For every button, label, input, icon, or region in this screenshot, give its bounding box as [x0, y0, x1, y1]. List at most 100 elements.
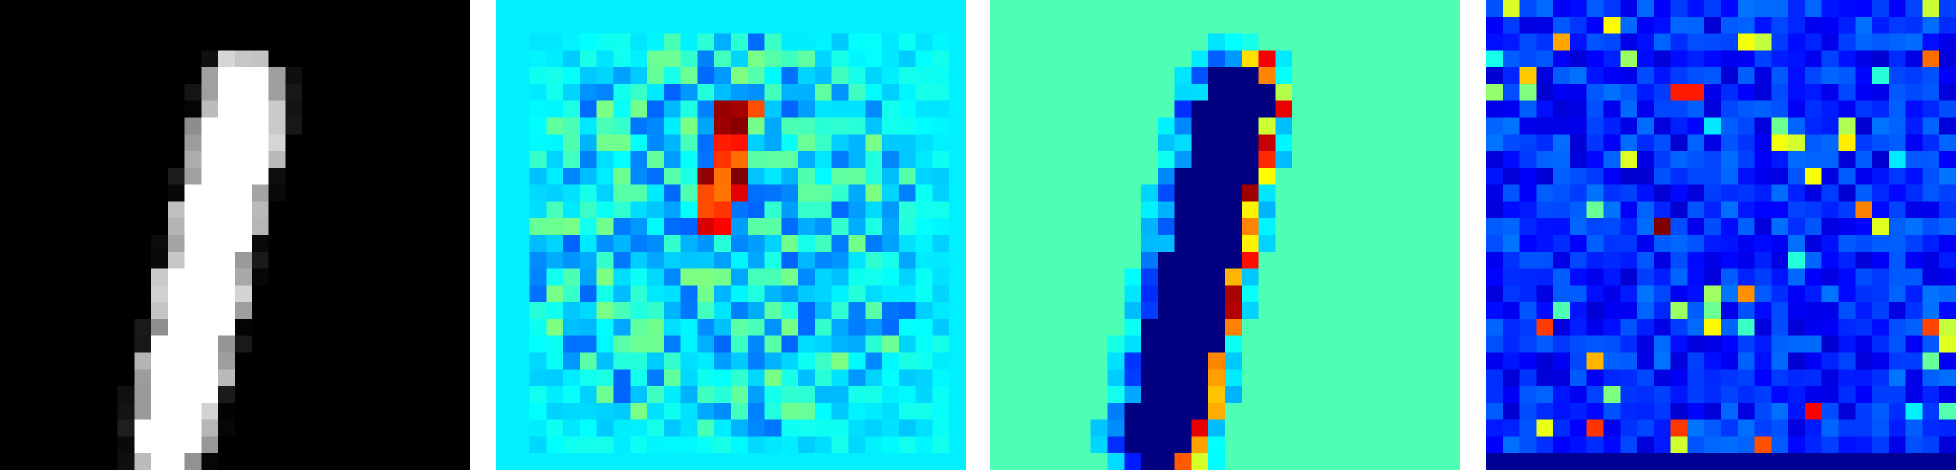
saliency-map-c-pixel: [1486, 151, 1504, 169]
saliency-map-b-pixel: [1325, 386, 1343, 404]
saliency-map-c-pixel: [1687, 201, 1705, 219]
saliency-map-c-pixel: [1687, 453, 1705, 470]
saliency-map-c-pixel: [1670, 218, 1688, 236]
input-digit-pixel: [134, 352, 152, 370]
input-digit-pixel: [436, 318, 454, 337]
input-digit-pixel: [436, 285, 454, 303]
input-digit-pixel: [453, 285, 470, 303]
saliency-map-c-pixel: [1804, 33, 1823, 51]
saliency-map-c-pixel: [1620, 318, 1638, 337]
saliency-map-a-pixel: [563, 67, 581, 85]
saliency-map-b-pixel: [1292, 386, 1310, 404]
saliency-map-c-pixel: [1922, 167, 1940, 185]
saliency-map-c-pixel: [1569, 251, 1588, 269]
saliency-map-a-pixel: [613, 134, 631, 152]
saliency-map-b-pixel: [1241, 151, 1259, 169]
input-digit-pixel: [134, 117, 152, 135]
saliency-map-a-pixel: [663, 369, 681, 387]
saliency-map-a-pixel: [798, 302, 816, 320]
input-digit-pixel: [67, 67, 85, 85]
saliency-map-b-pixel: [990, 67, 1008, 85]
input-digit-pixel: [184, 16, 202, 34]
input-digit-pixel: [352, 369, 370, 387]
input-digit-pixel: [318, 318, 337, 337]
saliency-map-b-pixel: [1325, 67, 1343, 85]
saliency-map-a-pixel: [798, 218, 816, 236]
saliency-map-b-pixel: [1090, 235, 1108, 253]
saliency-map-b-pixel: [1275, 184, 1293, 202]
input-digit-pixel: [167, 302, 185, 320]
input-digit-pixel: [117, 16, 135, 34]
saliency-map-c-pixel: [1502, 167, 1520, 185]
saliency-map-c-pixel: [1737, 184, 1755, 202]
saliency-map-a-pixel: [831, 335, 849, 353]
saliency-map-c-pixel: [1737, 33, 1755, 51]
saliency-map-c-pixel: [1603, 352, 1621, 370]
saliency-map-b-pixel: [1359, 268, 1377, 286]
input-digit-pixel: [67, 352, 85, 370]
saliency-map-c-pixel: [1838, 16, 1856, 34]
saliency-map-b-pixel: [1308, 251, 1327, 269]
saliency-map-a-pixel: [663, 83, 681, 102]
saliency-map-b-pixel: [1359, 50, 1377, 68]
saliency-map-b-pixel: [990, 369, 1008, 387]
saliency-map-b-pixel: [1392, 386, 1410, 404]
saliency-map-a-pixel: [747, 352, 765, 370]
saliency-map-a-pixel: [798, 285, 816, 303]
saliency-map-b-pixel: [1376, 352, 1394, 370]
saliency-map-a-pixel: [731, 0, 749, 18]
input-digit-pixel: [167, 335, 185, 353]
saliency-map-b-pixel: [1426, 67, 1444, 85]
input-digit-pixel: [318, 419, 337, 437]
input-digit-pixel: [369, 235, 387, 253]
input-digit-pixel: [251, 251, 269, 269]
input-digit-pixel: [117, 436, 135, 454]
saliency-map-c-pixel: [1637, 235, 1655, 253]
saliency-map-b-pixel: [1392, 235, 1410, 253]
saliency-map-a-pixel: [747, 16, 765, 34]
input-digit-pixel: [33, 335, 51, 353]
saliency-map-a-pixel: [848, 386, 866, 404]
input-digit-pixel: [453, 335, 470, 353]
input-digit-pixel: [268, 335, 286, 353]
saliency-map-a-pixel: [579, 268, 598, 286]
saliency-map-b-pixel: [1040, 251, 1058, 269]
input-digit-pixel: [386, 318, 404, 337]
input-digit-pixel: [117, 369, 135, 387]
saliency-map-b-pixel: [1225, 167, 1243, 185]
saliency-map-c-pixel: [1821, 83, 1839, 102]
saliency-map-b-pixel: [1275, 318, 1293, 337]
saliency-map-b-pixel: [1376, 83, 1394, 102]
saliency-map-c-pixel: [1939, 50, 1956, 68]
saliency-map-a-pixel: [714, 251, 732, 269]
saliency-map-a-pixel: [814, 386, 833, 404]
input-digit-pixel: [251, 453, 269, 470]
input-digit-pixel: [33, 67, 51, 85]
input-digit-pixel: [184, 0, 202, 18]
saliency-map-a-pixel: [781, 268, 799, 286]
saliency-map-b-pixel: [1258, 386, 1276, 404]
saliency-map-a-pixel: [663, 386, 681, 404]
saliency-map-c-pixel: [1486, 436, 1504, 454]
input-digit-pixel: [436, 268, 454, 286]
input-digit-pixel: [117, 117, 135, 135]
saliency-map-b-pixel: [1292, 117, 1310, 135]
saliency-map-c-pixel: [1804, 318, 1823, 337]
input-digit-pixel: [369, 302, 387, 320]
saliency-map-b-pixel: [1292, 268, 1310, 286]
saliency-map-c-pixel: [1939, 402, 1956, 420]
saliency-map-a-pixel: [680, 352, 698, 370]
saliency-map-c-pixel: [1569, 134, 1588, 152]
saliency-map-c-pixel: [1888, 302, 1906, 320]
saliency-map-b-pixel: [1409, 117, 1427, 135]
saliency-map-b-pixel: [1275, 100, 1293, 118]
input-digit-pixel: [352, 318, 370, 337]
saliency-map-c-pixel: [1737, 285, 1755, 303]
saliency-map-c-pixel: [1704, 67, 1722, 85]
saliency-map-c-pixel: [1939, 151, 1956, 169]
saliency-map-a-pixel: [613, 184, 631, 202]
input-digit-pixel: [184, 67, 202, 85]
saliency-map-b-pixel: [1409, 335, 1427, 353]
input-digit-pixel: [235, 100, 253, 118]
saliency-map-a-pixel: [898, 386, 916, 404]
